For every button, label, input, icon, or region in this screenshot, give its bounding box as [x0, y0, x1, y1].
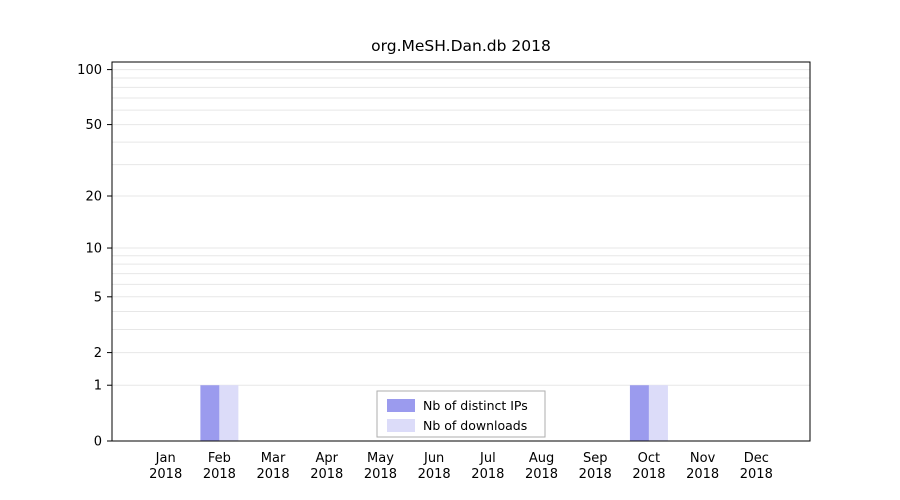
x-tick-year-jul: 2018: [471, 467, 504, 482]
y-tick-label-20: 20: [85, 189, 102, 204]
x-tick-label-aug: Aug: [529, 451, 554, 466]
bar-nb-of-downloads-feb: [219, 385, 239, 441]
x-tick-year-oct: 2018: [632, 467, 665, 482]
grid-layer: [112, 69, 810, 386]
x-tick-year-apr: 2018: [310, 467, 343, 482]
x-tick-year-sep: 2018: [579, 467, 612, 482]
axes-layer: 0125102050100Jan2018Feb2018Mar2018Apr201…: [77, 63, 773, 482]
x-tick-year-dec: 2018: [740, 467, 773, 482]
y-tick-label-2: 2: [94, 346, 102, 361]
bar-nb-of-distinct-ips-oct: [629, 385, 649, 441]
y-tick-label-100: 100: [77, 63, 102, 78]
bars-layer: [200, 385, 668, 441]
x-tick-label-feb: Feb: [208, 451, 231, 466]
x-tick-label-may: May: [367, 451, 394, 466]
x-tick-year-nov: 2018: [686, 467, 719, 482]
x-tick-label-sep: Sep: [583, 451, 608, 466]
x-tick-label-mar: Mar: [261, 451, 286, 466]
y-tick-label-0: 0: [94, 435, 102, 450]
plot-border: [111, 61, 811, 442]
legend-swatch-nb-of-downloads: [387, 419, 415, 432]
x-tick-label-jul: Jul: [479, 451, 496, 466]
x-tick-label-jan: Jan: [155, 451, 176, 466]
legend-label-nb-of-distinct-ips: Nb of distinct IPs: [423, 398, 528, 413]
legend-swatch-nb-of-distinct-ips: [387, 399, 415, 412]
y-tick-label-50: 50: [85, 118, 102, 133]
chart-title: org.MeSH.Dan.db 2018: [371, 37, 551, 55]
legend: Nb of distinct IPs Nb of downloads: [376, 390, 546, 438]
x-tick-year-jan: 2018: [149, 467, 182, 482]
legend-label-nb-of-downloads: Nb of downloads: [423, 418, 527, 433]
x-tick-label-dec: Dec: [744, 451, 769, 466]
x-tick-year-mar: 2018: [257, 467, 290, 482]
x-tick-year-aug: 2018: [525, 467, 558, 482]
x-tick-label-apr: Apr: [316, 451, 339, 466]
x-tick-label-oct: Oct: [638, 451, 660, 466]
bar-nb-of-downloads-oct: [648, 385, 668, 441]
x-tick-year-may: 2018: [364, 467, 397, 482]
x-tick-year-feb: 2018: [203, 467, 236, 482]
x-tick-label-nov: Nov: [690, 451, 716, 466]
y-tick-label-10: 10: [85, 242, 102, 257]
x-tick-year-jun: 2018: [418, 467, 451, 482]
y-tick-label-5: 5: [94, 290, 102, 305]
x-tick-label-jun: Jun: [423, 451, 444, 466]
y-tick-label-1: 1: [94, 379, 102, 394]
frame-layer: [111, 61, 811, 442]
bar-nb-of-distinct-ips-feb: [200, 385, 220, 441]
